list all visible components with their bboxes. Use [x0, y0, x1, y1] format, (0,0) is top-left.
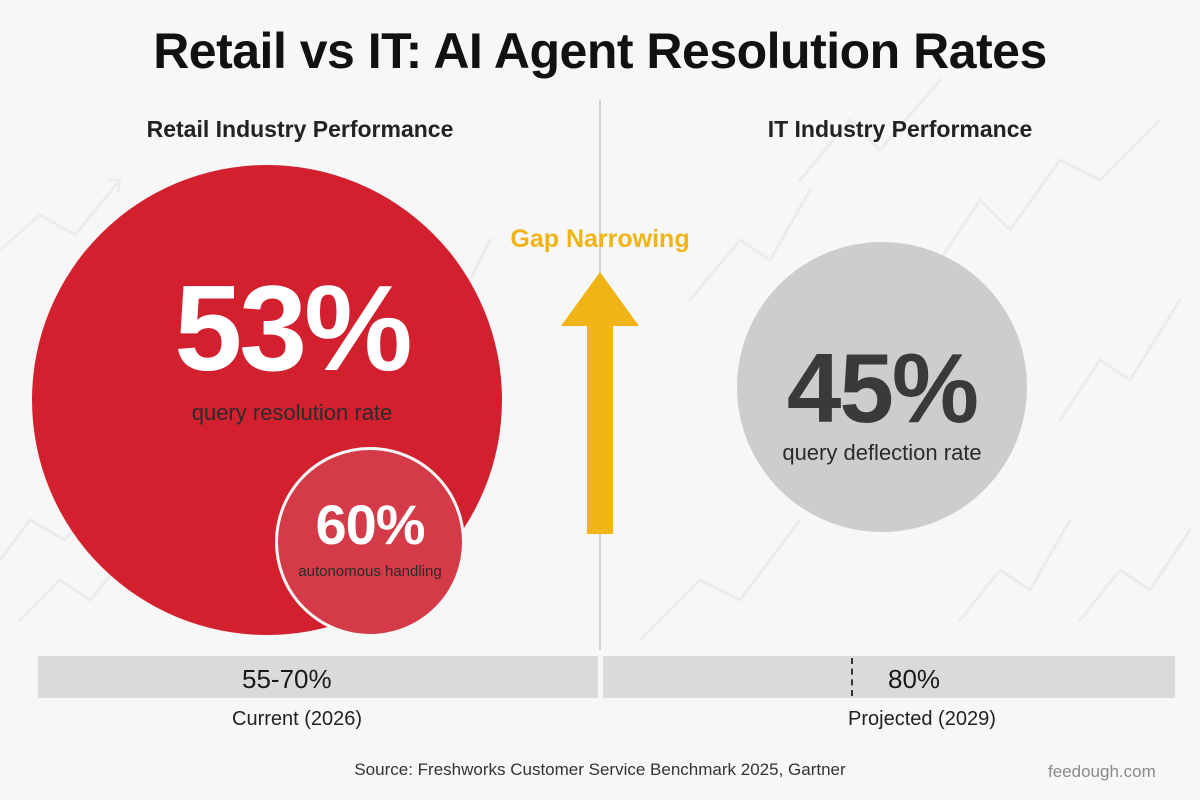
page-title: Retail vs IT: AI Agent Resolution Rates — [153, 23, 1047, 79]
current-period-label: Current (2026) — [232, 708, 363, 730]
gap-up-arrow-icon — [561, 272, 639, 534]
projected-period-label: Projected (2029) — [848, 708, 996, 730]
gap-narrowing-label: Gap Narrowing — [510, 225, 690, 253]
current-range-value: 55-70% — [242, 664, 332, 694]
retail-resolution-label: query resolution rate — [191, 400, 393, 425]
projected-range-value: 80% — [888, 664, 941, 694]
source-note: Source: Freshworks Customer Service Benc… — [354, 760, 846, 779]
retail-resolution-value: 53% — [174, 260, 412, 396]
retail-autonomous-label: autonomous handling — [298, 563, 442, 580]
retail-autonomous-value: 60% — [315, 493, 425, 556]
projected-range-bar — [603, 656, 1175, 698]
retail-panel-title: Retail Industry Performance — [146, 116, 454, 142]
it-deflection-value: 45% — [786, 333, 979, 443]
retail-autonomous-circle — [275, 447, 465, 637]
it-deflection-label: query deflection rate — [782, 440, 982, 465]
it-deflection-circle — [737, 242, 1027, 532]
projected-marker — [851, 658, 853, 696]
current-range-bar — [38, 656, 598, 698]
brand-watermark: feedough.com — [1048, 762, 1156, 781]
it-panel-title: IT Industry Performance — [767, 116, 1033, 142]
